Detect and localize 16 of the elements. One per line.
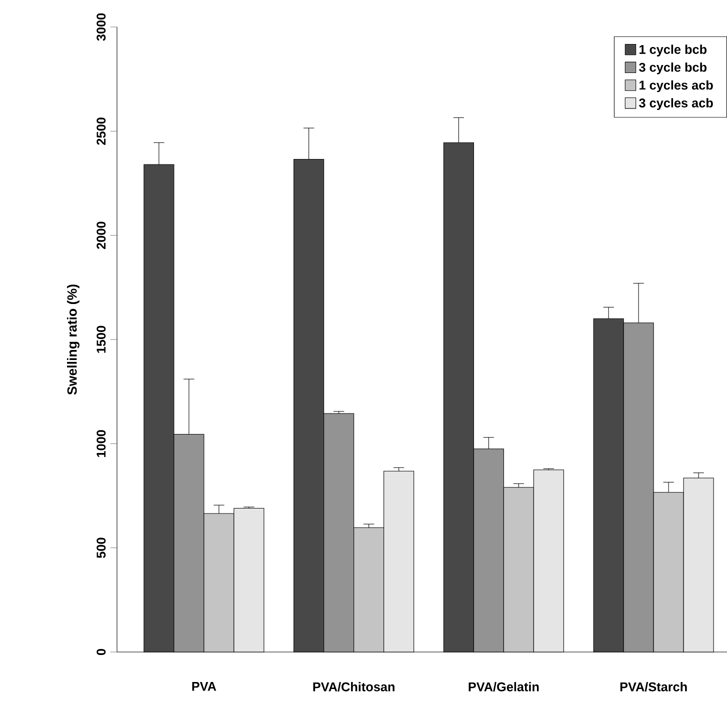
x-tick-label: PVA/Gelatin bbox=[468, 682, 539, 692]
y-axis-title: Swelling ratio (%) bbox=[67, 284, 80, 395]
legend-label: 3 cycles acb bbox=[639, 98, 713, 110]
y-tick-label: 2000 bbox=[96, 222, 106, 249]
legend-label: 1 cycles acb bbox=[640, 80, 713, 92]
legend-label: 1 cycle bcb bbox=[640, 44, 707, 56]
y-tick-label: 1000 bbox=[96, 430, 106, 457]
x-tick-label: PVA/Starch bbox=[620, 682, 687, 692]
legend-label: 3 cycle bcb bbox=[639, 62, 707, 74]
x-tick-label: PVA/Chitosan bbox=[313, 682, 394, 692]
y-tick-label: 1500 bbox=[96, 326, 106, 353]
x-tick-label: PVA bbox=[192, 682, 216, 691]
y-tick-label: 500 bbox=[96, 538, 106, 558]
y-tick-label: 3000 bbox=[96, 13, 106, 41]
y-tick-label: 0 bbox=[96, 649, 106, 656]
y-tick-label: 2500 bbox=[96, 118, 106, 145]
